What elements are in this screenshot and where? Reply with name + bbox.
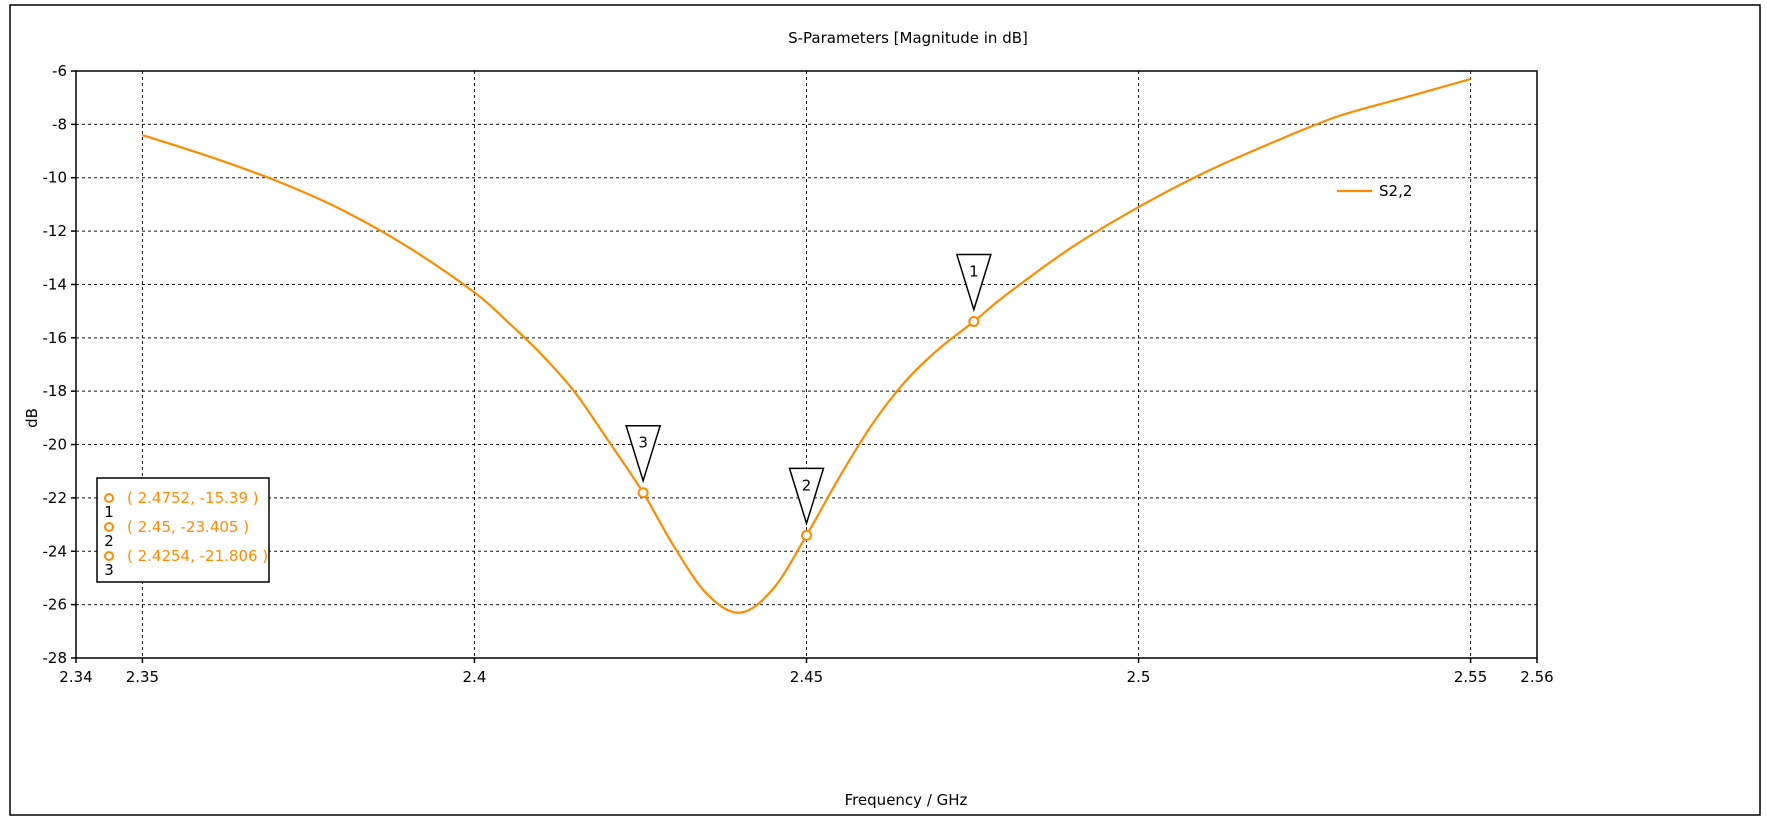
marker-point <box>637 487 649 499</box>
y-tick-label: -26 <box>43 596 68 614</box>
marker-number: 2 <box>802 476 812 494</box>
y-tick-label: -18 <box>43 382 68 400</box>
readout-marker-number: 3 <box>104 561 114 579</box>
marker-flag <box>625 424 662 484</box>
marker-flag <box>788 467 825 526</box>
marker-flag <box>955 253 992 313</box>
x-tick-label: 2.34 <box>59 668 92 686</box>
outer-frame <box>9 4 1761 816</box>
markers: 1 2 3 <box>625 253 992 541</box>
x-tick-label: 2.4 <box>463 668 487 686</box>
marker-readout-box: 1 ( 2.4752, -15.39 ) 2 ( 2.45, -23.405 ) 3 ( … <box>96 477 270 583</box>
y-tick-label: -8 <box>52 115 67 133</box>
axes <box>71 70 1538 663</box>
x-tick-label: 2.56 <box>1520 668 1553 686</box>
y-tick-label: -22 <box>43 489 68 507</box>
y-tick-label: -14 <box>43 275 68 293</box>
x-tick-label: 2.45 <box>790 668 823 686</box>
chart-title: S-Parameters [Magnitude in dB] <box>788 29 1028 47</box>
readout-marker-icon <box>104 522 114 532</box>
readout-value: ( 2.4254, -21.806 ) <box>127 547 268 565</box>
series <box>142 77 1471 614</box>
y-tick-label: -16 <box>43 329 68 347</box>
readout-value: ( 2.4752, -15.39 ) <box>127 489 259 507</box>
y-tick-label: -24 <box>43 542 68 560</box>
readout-value: ( 2.45, -23.405 ) <box>127 518 249 536</box>
readout-frame <box>96 477 270 583</box>
marker-number: 3 <box>638 434 648 452</box>
series-line-s22 <box>142 77 1471 614</box>
marker-number: 1 <box>969 263 979 281</box>
legend-label: S2,2 <box>1379 182 1412 200</box>
marker-point <box>968 316 980 328</box>
y-tick-label: -10 <box>43 169 68 187</box>
y-axis-label: dB <box>23 408 41 428</box>
x-tick-label: 2.55 <box>1454 668 1487 686</box>
y-tick-label: -28 <box>43 649 68 667</box>
readout-marker-icon <box>104 551 114 561</box>
x-tick-label: 2.5 <box>1127 668 1151 686</box>
readout-marker-icon <box>104 493 114 503</box>
marker-point <box>801 529 812 541</box>
legend: S2,2 <box>1337 182 1412 200</box>
y-tick-label: -20 <box>43 436 68 454</box>
plot-area-border <box>75 70 1538 659</box>
grid <box>76 71 1537 658</box>
readout-marker-number: 1 <box>104 503 114 521</box>
tick-labels: -6 -8 -10 -12 -14 -16 -18 -20 -22 -24 -26 -282.34 2.… <box>43 62 1554 686</box>
y-tick-label: -12 <box>43 222 68 240</box>
x-tick-label: 2.35 <box>126 668 159 686</box>
readout-marker-number: 2 <box>104 532 114 550</box>
y-tick-label: -6 <box>52 62 67 80</box>
x-axis-label: Frequency / GHz <box>845 791 968 809</box>
